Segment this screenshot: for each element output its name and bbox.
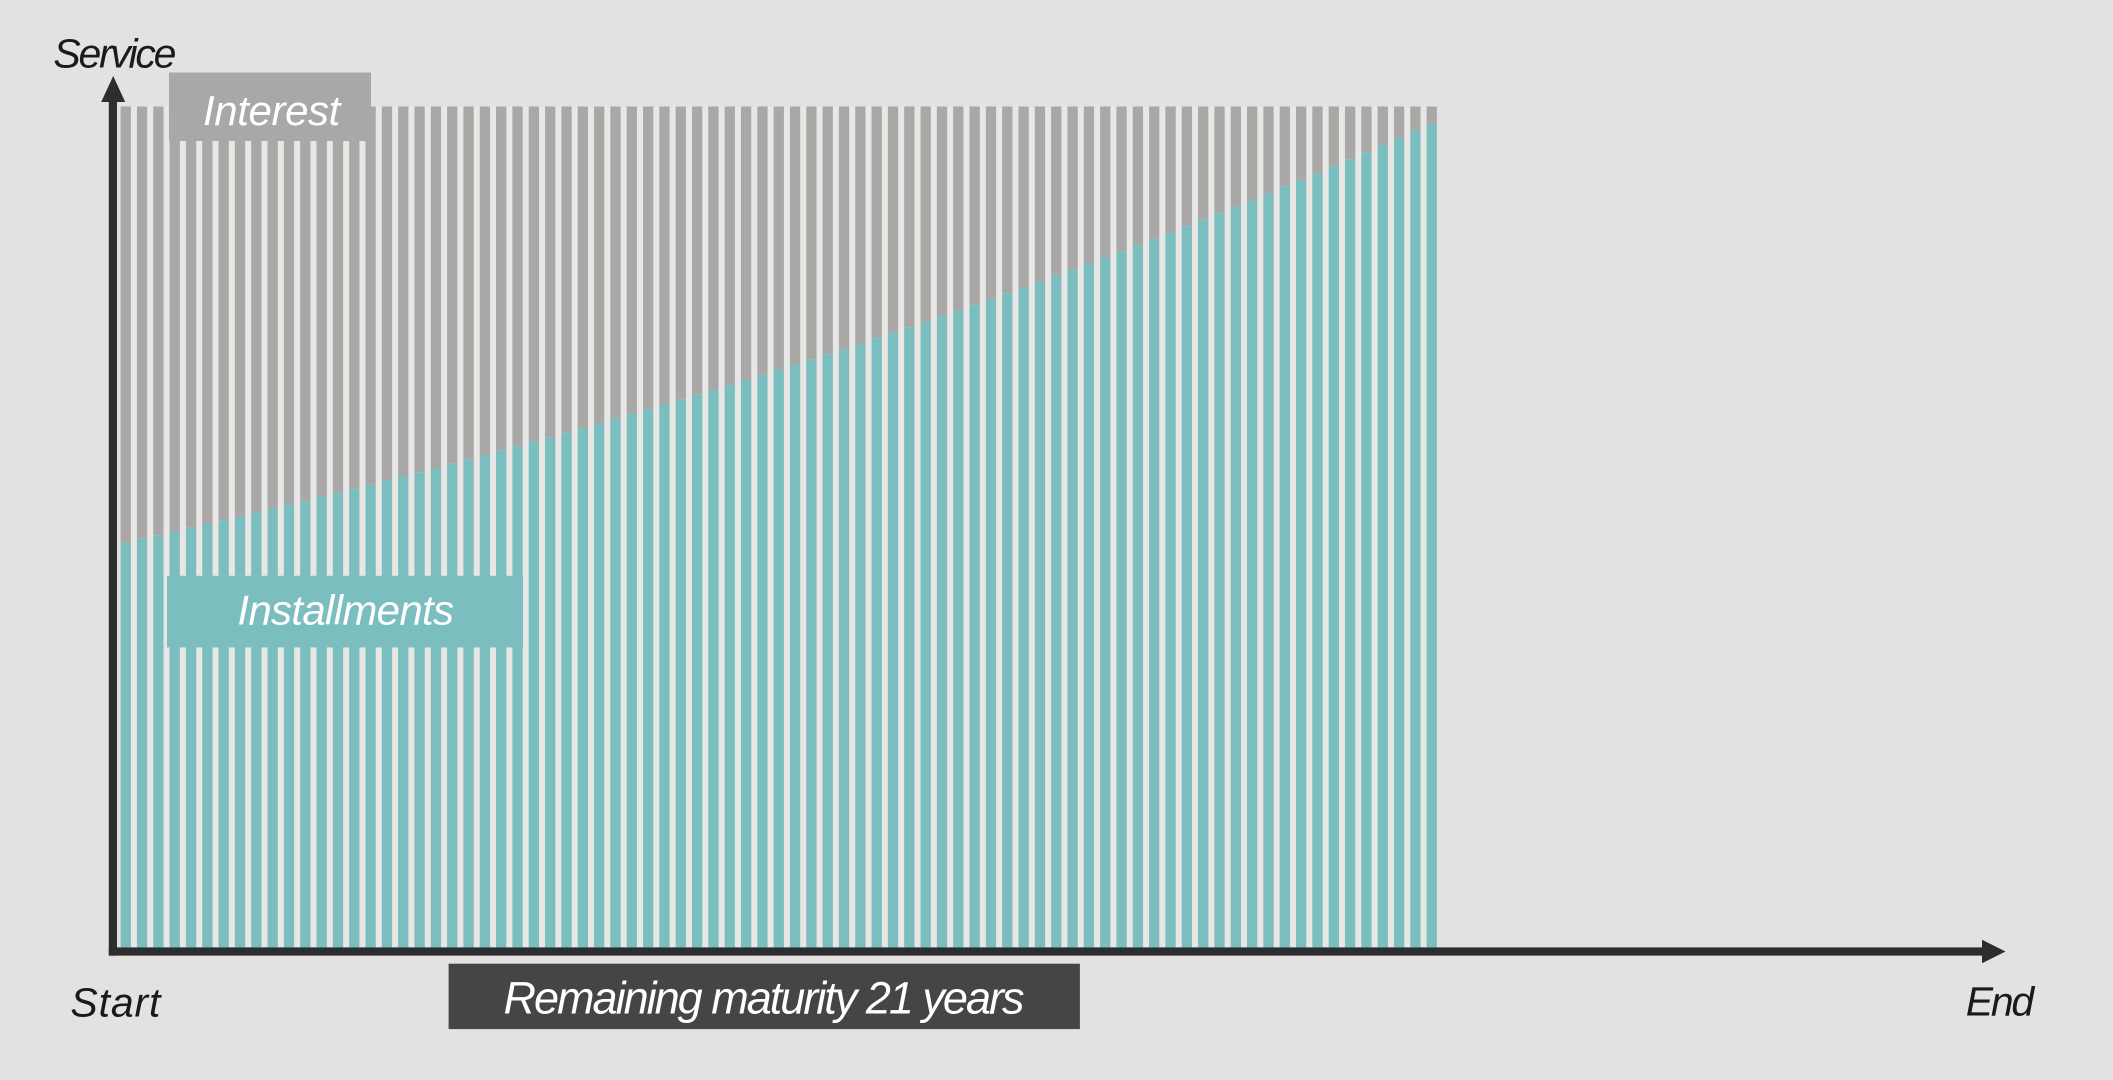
svg-text:Remaining maturity 21 years: Remaining maturity 21 years	[504, 973, 1025, 1024]
svg-text:Start: Start	[70, 980, 162, 1026]
svg-text:Installments: Installments	[237, 587, 454, 634]
svg-text:Interest: Interest	[203, 87, 343, 134]
svg-text:End: End	[1966, 979, 2036, 1025]
svg-text:Service: Service	[53, 30, 176, 76]
